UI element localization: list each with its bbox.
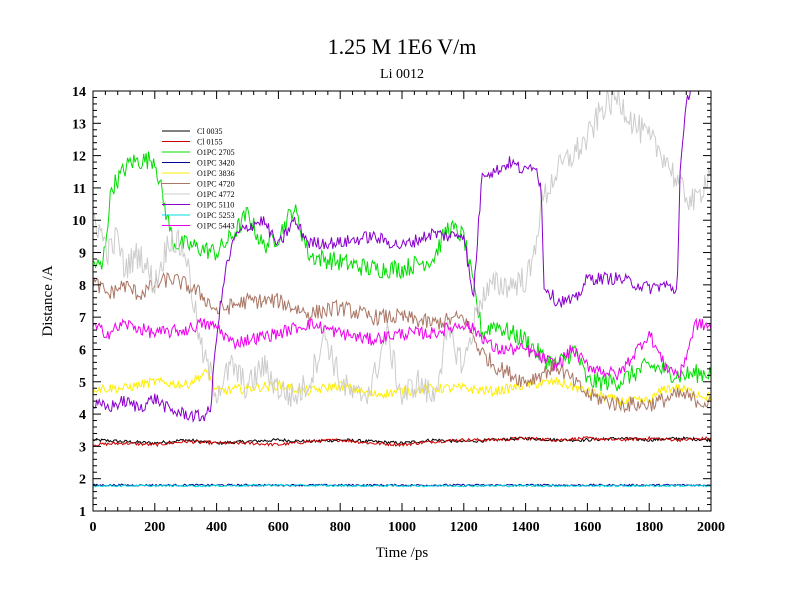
series-line-o1pc-3836 [93,367,711,407]
x-tick-label: 0 [90,520,97,535]
y-tick-label: 14 [72,85,86,100]
y-tick-label: 7 [79,311,86,326]
series-line-o1pc-4772 [93,91,711,407]
y-tick-label: 10 [72,214,86,229]
y-tick-label: 6 [79,343,86,358]
x-tick-label: 800 [330,520,351,535]
x-tick-label: 1200 [450,520,478,535]
legend-label: Cl 0035 [197,127,223,136]
x-tick-label: 1400 [512,520,540,535]
y-tick-label: 11 [73,182,86,197]
x-tick-label: 1800 [635,520,663,535]
y-tick-label: 8 [79,279,86,294]
plot-frame [92,90,712,512]
legend-label: O1PC 4720 [197,180,235,189]
x-axis-label: Time /ps [376,545,429,561]
legend-label: O1PC 3420 [197,159,235,168]
series-layer [93,91,711,488]
legend-label: O1PC 5443 [197,222,235,231]
y-tick-label: 3 [79,440,86,455]
series-line-o1pc-4720 [93,272,711,414]
legend-label: O1PC 5110 [197,201,234,210]
y-tick-label: 1 [79,505,86,520]
y-tick-label: 4 [79,408,86,423]
chart-subtitle: Li 0012 [380,67,424,82]
chart-title: 1.25 M 1E6 V/m [328,34,477,59]
legend-label: Cl 0155 [197,138,223,147]
series-line-o1pc-5253 [93,483,711,488]
axes-layer: 0 200 400 600 800 1000 1200 1400 1600 1800 2000123… [72,85,725,535]
y-axis-label: Distance /A [40,265,56,336]
series-line-cl-0155 [93,435,711,448]
series-line-o1pc-5443 [93,317,711,381]
x-tick-label: 1600 [573,520,601,535]
x-tick-label: 600 [268,520,289,535]
y-tick-label: 9 [79,247,86,262]
x-tick-label: 1000 [388,520,416,535]
y-tick-label: 2 [79,473,86,488]
series-line-o1pc-2705 [93,151,711,392]
legend-label: O1PC 3836 [197,169,235,178]
legend-label: O1PC 2705 [197,148,235,157]
y-tick-label: 13 [72,117,86,132]
y-tick-label: 12 [72,150,86,165]
legend-label: O1PC 4772 [197,190,235,199]
series-line-cl-0035 [93,436,711,446]
x-tick-label: 400 [206,520,227,535]
legend-label: O1PC 5253 [197,211,235,220]
x-tick-label: 2000 [697,520,725,535]
y-tick-label: 5 [79,376,86,391]
series-line-o1pc-3420 [93,483,711,487]
series-line-o1pc-5110 [93,91,691,423]
x-tick-label: 200 [144,520,165,535]
